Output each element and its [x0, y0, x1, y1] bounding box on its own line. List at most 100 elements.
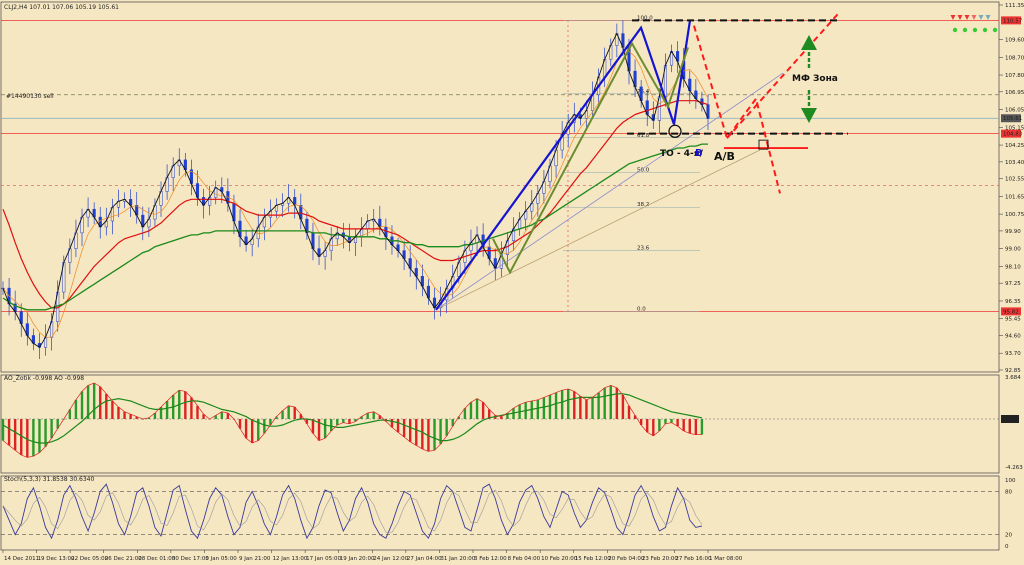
- ao-panel-frame: [0, 374, 1000, 474]
- ao-bar: [220, 411, 223, 419]
- date-tick-label: 19 Jan 20:00: [340, 556, 375, 562]
- ao-bar: [159, 407, 163, 419]
- ao-bar: [117, 407, 120, 419]
- ao-bar: [603, 387, 606, 419]
- ao-bar: [293, 407, 296, 419]
- stoch-panel: [0, 475, 1000, 551]
- ao-bar: [639, 419, 643, 425]
- ao-bar: [609, 385, 612, 419]
- ao-panel: [0, 374, 1000, 474]
- ab-label: A/B: [714, 150, 735, 163]
- ao-bar: [560, 390, 564, 419]
- ao-bar: [536, 399, 540, 419]
- price-badge-label: 105.61: [1003, 116, 1022, 122]
- date-tick-label: 23 Feb 20:00: [642, 556, 679, 562]
- stoch-main-line: [2, 483, 703, 540]
- fib-label: 38.2: [637, 202, 649, 208]
- ao-bar: [694, 419, 698, 435]
- ao-tick-label: -4.263: [1005, 465, 1023, 471]
- stoch-tick-label: 20: [1005, 533, 1012, 539]
- to-label: ТО - 4-я/: [660, 149, 704, 159]
- ao-bar: [202, 414, 205, 419]
- date-tick-label: 10 Feb 20:00: [541, 556, 578, 562]
- signal-arrow-icon: [964, 15, 970, 20]
- signal-arrow-icon: [985, 15, 991, 20]
- price-tick-label: 109.60: [1005, 38, 1024, 44]
- date-tick-label: 28 Dec 01:00: [138, 556, 175, 562]
- ao-bar: [475, 398, 479, 419]
- green-wave-lines: [492, 41, 689, 275]
- ao-bar: [408, 419, 412, 442]
- symbol-header: CLJ2,H4 107.01 107.06 105.19 105.61: [4, 4, 119, 11]
- date-tick-label: 22 Dec 05:00: [71, 556, 108, 562]
- ao-outline-line: [2, 382, 702, 458]
- red-projection-up: [726, 13, 839, 139]
- ao-bar: [111, 401, 114, 419]
- ao-bar: [445, 419, 448, 436]
- stoch-signal-line: [2, 489, 703, 533]
- price-badge-label: 110.57: [1003, 18, 1023, 24]
- ao-bar: [469, 402, 473, 419]
- ao-bar: [615, 387, 619, 419]
- ao-bar: [421, 419, 424, 449]
- ao-bar: [329, 419, 333, 431]
- ao-bar: [591, 397, 594, 419]
- ma-orange-line: [2, 51, 709, 338]
- ao-signal-line: [2, 393, 703, 444]
- date-tick-label: 5 Jan 05:00: [205, 556, 237, 562]
- ao-bar: [372, 411, 375, 419]
- ao-bar: [579, 396, 582, 419]
- ao-bar: [257, 419, 260, 441]
- date-tick-label: 20 Feb 04:00: [608, 556, 645, 562]
- ao-bar: [311, 419, 315, 434]
- ao-bar: [99, 386, 102, 419]
- signal-dot-icon: [992, 27, 998, 33]
- ao-bar: [38, 419, 41, 453]
- ao-bar: [336, 419, 339, 425]
- ao-bar: [7, 419, 11, 446]
- ao-bar: [506, 413, 509, 419]
- ao-bar: [269, 419, 272, 425]
- ao-bar: [585, 399, 588, 419]
- ao-bar: [238, 419, 242, 429]
- ao-bar: [226, 413, 230, 419]
- ao-bar: [621, 395, 625, 419]
- signal-arrow-icon: [978, 15, 984, 20]
- ao-bar: [32, 419, 35, 457]
- ao-bar: [281, 410, 284, 419]
- ao-bar: [86, 385, 90, 419]
- ao-bar: [627, 405, 631, 419]
- ao-bar: [457, 416, 461, 419]
- ao-bar: [1, 419, 5, 441]
- ao-bar: [287, 405, 290, 419]
- price-tick-label: 104.25: [1005, 143, 1024, 149]
- price-tick-label: 111.35: [1005, 3, 1024, 9]
- ao-bar: [317, 419, 321, 441]
- ao-zero-badge: [1001, 415, 1019, 423]
- ao-bar: [342, 419, 345, 423]
- date-tick-label: 27 Jan 04:00: [407, 556, 442, 562]
- ao-label: AO_Zotik -0.998 AO -0.998: [4, 375, 84, 382]
- price-badge-label: 104.83: [1003, 132, 1023, 138]
- ao-bar: [688, 419, 691, 434]
- ao-bar: [700, 419, 704, 435]
- price-tick-label: 99.90: [1005, 229, 1021, 235]
- ao-bar: [378, 415, 382, 419]
- ao-bar: [105, 393, 108, 419]
- ao-bar: [50, 419, 53, 439]
- price-tick-label: 106.95: [1005, 90, 1024, 96]
- price-badge: [1001, 129, 1021, 138]
- ao-bar: [567, 389, 570, 419]
- ao-bar: [305, 419, 309, 424]
- annotations: МФ Зона ТО - 4-я/В A/B: [435, 13, 998, 311]
- price-tick-label: 107.80: [1005, 73, 1024, 79]
- price-axis: 111.35 109.60 108.70 107.80 106.95 106.05 105.…: [999, 3, 1024, 550]
- ao-bar: [548, 395, 552, 419]
- stoch-tick-label: 80: [1005, 489, 1012, 495]
- ao-bar: [56, 419, 59, 429]
- ma-red-line: [2, 100, 709, 309]
- price-tick-label: 101.65: [1005, 194, 1024, 200]
- arrow-down-head-icon: [801, 108, 817, 123]
- ao-bar: [354, 419, 357, 422]
